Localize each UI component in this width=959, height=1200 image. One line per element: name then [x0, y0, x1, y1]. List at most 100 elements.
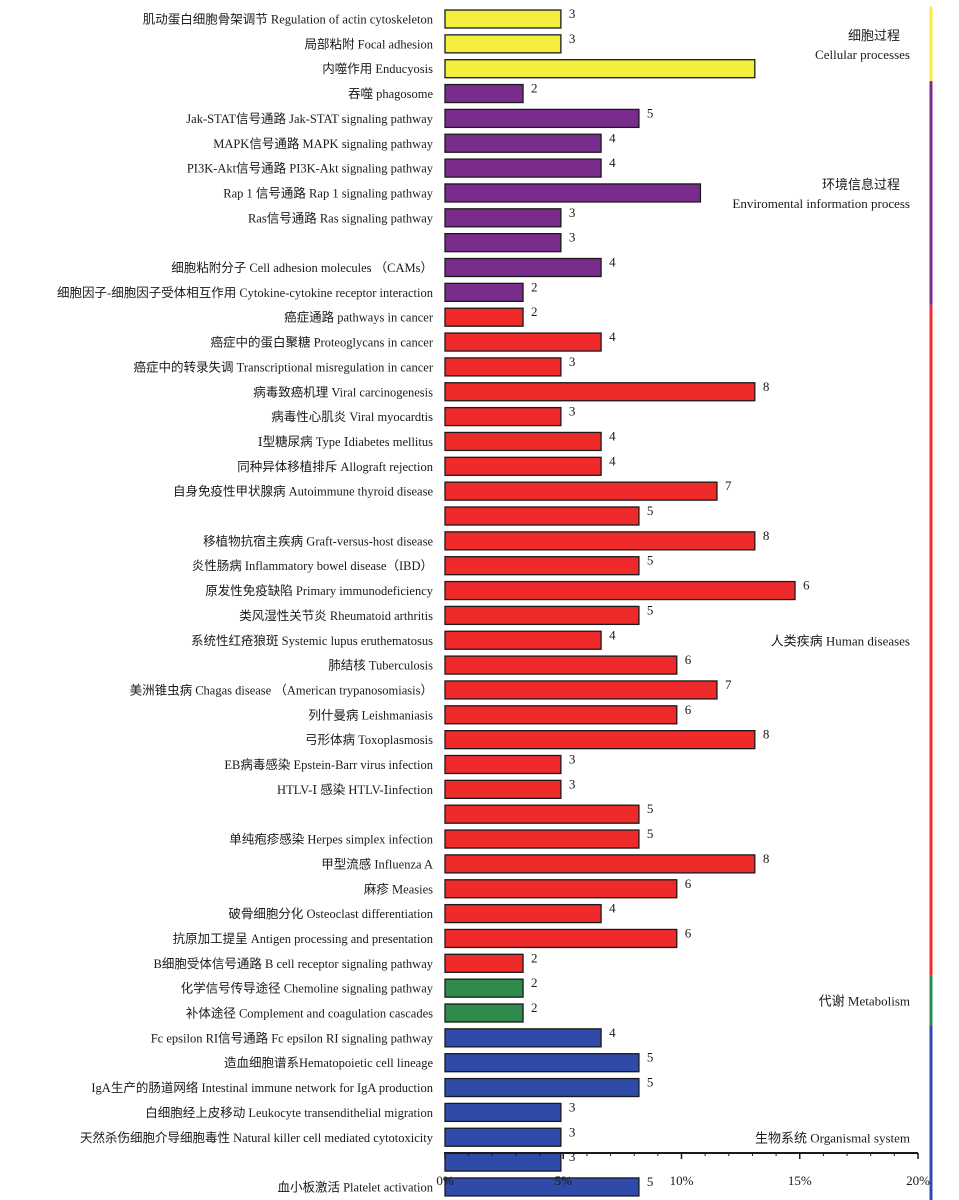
value-label-23: 6	[803, 578, 810, 593]
bar-18	[444, 456, 602, 476]
category-label-16: 病毒性心肌炎 Viral myocardtis	[271, 409, 433, 424]
value-label-3: 2	[531, 81, 538, 96]
bar-25	[444, 630, 602, 650]
category-label-27: 美洲锥虫病 Chagas disease （American trypanoso…	[130, 682, 433, 697]
bar-28	[444, 705, 678, 725]
bar-38	[444, 953, 524, 973]
value-label-37: 6	[685, 925, 692, 940]
bar-10	[444, 257, 602, 278]
value-label-11: 2	[531, 279, 538, 294]
category-label-31: HTLV-Ⅰ 感染 HTLV-Ⅰinfection	[277, 782, 434, 797]
value-label-32: 5	[647, 801, 654, 816]
bar-39	[444, 978, 524, 998]
group-label-environmental-line1: 环境信息过程	[822, 177, 900, 192]
bar-5	[444, 133, 602, 153]
bar-17	[444, 431, 602, 452]
bar-20	[444, 506, 640, 526]
value-label-20: 5	[647, 503, 654, 518]
bar-14	[444, 357, 562, 377]
bar-19	[444, 481, 718, 501]
value-label-40: 2	[531, 1000, 538, 1015]
category-label-43: IgA生产的肠道网络 Intestinal immune network for…	[91, 1080, 433, 1095]
value-label-4: 5	[647, 105, 654, 120]
bar-34	[444, 854, 756, 874]
category-label-29: 弓形体病 Toxoplasmosis	[305, 732, 433, 747]
category-label-42: 造血细胞谱系Hematopoietic cell lineage	[224, 1056, 433, 1070]
bar-12	[444, 307, 524, 327]
value-label-15: 8	[763, 379, 770, 394]
x-tick-label-0: 0%	[436, 1173, 454, 1188]
value-labels: 3 3 2 5 4 4 3 3 4 2 2 4 3 8 3 4 4 7 5 8 5 6 5 4 6 7 6 8 3 3 5 5 8 6 4 6 2 2 2 4…	[531, 6, 810, 1200]
category-label-41: Fc epsilon RI信号通路 Fc epsilon RI signalin…	[151, 1030, 434, 1045]
value-label-35: 6	[685, 876, 692, 891]
category-label-40: 补体途径 Complement and coagulation cascades	[186, 1006, 433, 1021]
bars	[444, 9, 796, 1197]
category-label-10: 细胞粘附分子 Cell adhesion molecules （CAMs）	[171, 260, 433, 275]
bar-7	[444, 183, 702, 203]
value-label-5: 4	[609, 130, 616, 145]
value-label-19: 7	[725, 478, 732, 493]
value-label-1: 3	[569, 31, 576, 46]
value-label-43: 5	[647, 1075, 654, 1090]
category-label-25: 系统性红疮狼斑 Systemic lupus eruthematosus	[191, 633, 433, 648]
group-labels: 细胞过程 Cellular processes 环境信息过程 Enviromental…	[732, 28, 910, 1145]
value-label-44: 3	[569, 1099, 576, 1114]
value-label-30: 3	[569, 752, 576, 767]
category-label-6: PI3K-Akt信号通路 PI3K-Akt signaling pathway	[187, 161, 434, 176]
group-label-cellular-line1: 细胞过程	[848, 28, 900, 43]
value-label-21: 8	[763, 528, 770, 543]
bar-31	[444, 779, 562, 799]
value-label-22: 5	[647, 553, 654, 568]
bar-33	[444, 829, 640, 849]
bar-29	[444, 730, 756, 750]
bar-41	[444, 1028, 602, 1048]
bar-30	[444, 754, 562, 775]
bar-21	[444, 531, 756, 551]
bar-4	[444, 108, 640, 129]
category-label-19: 自身免疫性甲状腺病 Autoimmune thyroid disease	[173, 484, 433, 499]
bar-22	[444, 556, 640, 576]
category-label-35: 麻疹 Measies	[364, 881, 433, 896]
value-label-28: 6	[685, 702, 692, 717]
category-label-28: 列什曼病 Leishmaniasis	[308, 707, 433, 722]
value-label-39: 2	[531, 975, 538, 990]
category-label-14: 癌症中的转录失调 Transcriptional misregulation i…	[134, 359, 434, 374]
value-label-26: 6	[685, 652, 692, 667]
category-label-34: 甲型流感 Influenza A	[321, 856, 433, 871]
value-label-36: 4	[609, 901, 616, 916]
group-label-metabolism: 代谢 Metabolism	[819, 994, 910, 1009]
category-label-8: Ras信号通路 Ras signaling pathway	[248, 210, 434, 225]
value-label-34: 8	[763, 851, 770, 866]
category-label-30: EB病毒感染 Epstein-Barr virus infection	[224, 757, 433, 772]
value-label-33: 5	[647, 826, 654, 841]
value-label-17: 4	[609, 428, 616, 443]
value-label-46: 3	[569, 1149, 576, 1164]
value-label-25: 4	[609, 627, 616, 642]
category-label-11: 细胞因子-细胞因子受体相互作用 Cytokine-cytokine recept…	[57, 286, 434, 300]
value-label-16: 3	[569, 404, 576, 419]
bar-40	[444, 1003, 524, 1023]
x-tick-label-4: 20%	[906, 1173, 930, 1188]
bar-37	[444, 928, 678, 949]
bar-47	[444, 1177, 640, 1197]
category-label-18: 同种异体移植排斥 Allograft rejection	[237, 459, 434, 474]
value-label-47: 5	[647, 1174, 654, 1189]
x-tick-label-3: 15%	[788, 1173, 812, 1188]
bar-13	[444, 332, 602, 352]
category-label-47: 血小板激活 Platelet activation	[277, 1180, 433, 1194]
category-label-22: 炎性肠病 Inflammatory bowel disease（IBD）	[192, 558, 433, 573]
value-label-38: 2	[531, 950, 538, 965]
bar-24	[444, 605, 640, 626]
category-label-15: 病毒致癌机理 Viral carcinogenesis	[253, 384, 433, 399]
value-label-12: 2	[531, 304, 538, 319]
category-label-33: 单纯疱疹感染 Herpes simplex infection	[229, 832, 434, 847]
bar-32	[444, 804, 640, 824]
value-label-14: 3	[569, 354, 576, 369]
bar-16	[444, 406, 562, 427]
bar-26	[444, 655, 678, 675]
category-label-2: 内噬作用 Enducyosis	[322, 61, 433, 76]
value-label-9: 3	[569, 230, 576, 245]
bar-15	[444, 382, 756, 402]
category-label-21: 移植物抗宿主疾病 Graft-versus-host disease	[203, 533, 433, 548]
category-label-7: Rap 1 信号通路 Rap 1 signaling pathway	[223, 185, 433, 200]
